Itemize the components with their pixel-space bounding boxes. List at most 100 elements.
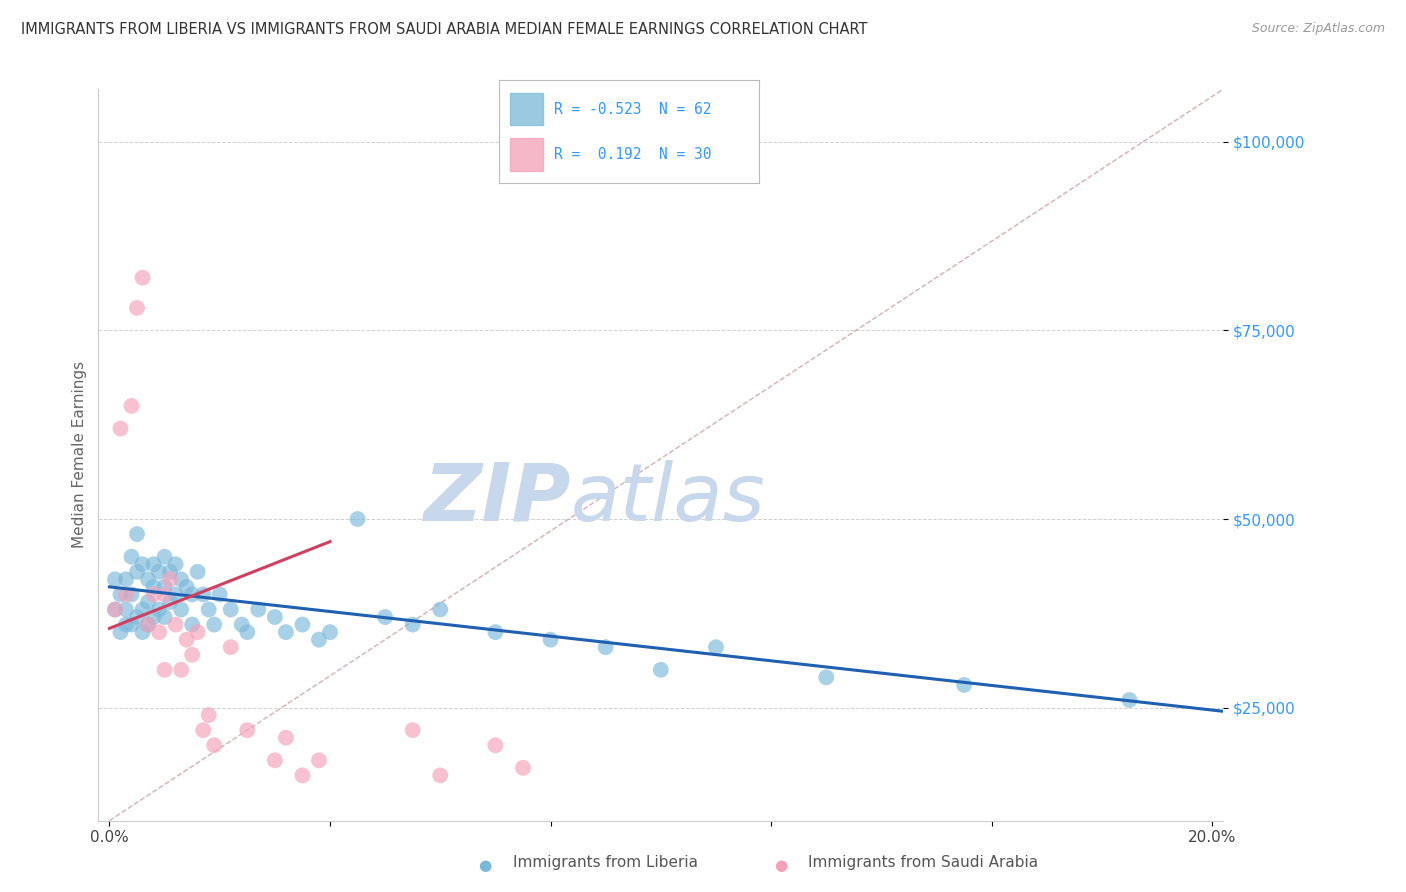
Point <box>197 602 219 616</box>
Point <box>165 617 187 632</box>
Point <box>291 617 314 632</box>
Point <box>263 753 285 767</box>
Text: ZIP: ZIP <box>423 459 571 538</box>
Point <box>159 572 181 586</box>
Point <box>187 625 209 640</box>
Point <box>202 738 225 752</box>
Text: ●: ● <box>478 858 492 872</box>
Point <box>115 602 138 616</box>
Point <box>115 572 138 586</box>
Point <box>176 580 198 594</box>
Point <box>176 632 198 647</box>
Point <box>650 663 672 677</box>
Point <box>181 617 204 632</box>
Point <box>153 610 176 624</box>
FancyBboxPatch shape <box>509 93 543 126</box>
Point <box>121 587 143 601</box>
Point <box>142 587 165 601</box>
Point <box>484 625 506 640</box>
Point <box>595 640 617 655</box>
Point <box>815 670 838 684</box>
Text: IMMIGRANTS FROM LIBERIA VS IMMIGRANTS FROM SAUDI ARABIA MEDIAN FEMALE EARNINGS C: IMMIGRANTS FROM LIBERIA VS IMMIGRANTS FR… <box>21 22 868 37</box>
Point <box>308 632 330 647</box>
Point <box>263 610 285 624</box>
Text: Immigrants from Liberia: Immigrants from Liberia <box>513 855 699 870</box>
Point <box>142 580 165 594</box>
Point <box>429 602 451 616</box>
Point <box>159 565 181 579</box>
Point <box>131 602 153 616</box>
Point <box>125 301 148 315</box>
Point <box>148 565 170 579</box>
Point <box>104 602 127 616</box>
Point <box>142 558 165 572</box>
Text: Immigrants from Saudi Arabia: Immigrants from Saudi Arabia <box>808 855 1039 870</box>
Point <box>374 610 396 624</box>
Point <box>540 632 562 647</box>
Point <box>148 625 170 640</box>
Point <box>104 572 127 586</box>
Point <box>181 587 204 601</box>
Point <box>219 640 242 655</box>
Point <box>153 663 176 677</box>
Text: atlas: atlas <box>571 459 766 538</box>
FancyBboxPatch shape <box>509 137 543 170</box>
Point <box>704 640 727 655</box>
Point <box>104 602 127 616</box>
Point <box>165 558 187 572</box>
Point <box>170 663 193 677</box>
Point <box>131 625 153 640</box>
Y-axis label: Median Female Earnings: Median Female Earnings <box>72 361 87 549</box>
Point <box>159 595 181 609</box>
Point <box>512 761 534 775</box>
Point <box>187 565 209 579</box>
Point <box>429 768 451 782</box>
Point <box>136 617 159 632</box>
Point <box>165 587 187 601</box>
Point <box>1118 693 1140 707</box>
Text: Source: ZipAtlas.com: Source: ZipAtlas.com <box>1251 22 1385 36</box>
Point <box>274 625 297 640</box>
Text: ●: ● <box>773 858 787 872</box>
Point <box>231 617 253 632</box>
Point <box>170 602 193 616</box>
Point <box>110 421 132 435</box>
Point <box>274 731 297 745</box>
Point <box>125 610 148 624</box>
Point <box>236 723 259 738</box>
Point <box>247 602 270 616</box>
Point <box>193 723 215 738</box>
Text: R = -0.523  N = 62: R = -0.523 N = 62 <box>554 102 711 117</box>
Text: R =  0.192  N = 30: R = 0.192 N = 30 <box>554 146 711 161</box>
Point <box>291 768 314 782</box>
Point <box>136 617 159 632</box>
Point <box>115 587 138 601</box>
Point <box>153 580 176 594</box>
Point <box>125 565 148 579</box>
Point <box>148 602 170 616</box>
Point <box>153 549 176 564</box>
Point <box>131 558 153 572</box>
Point <box>953 678 976 692</box>
Point <box>136 595 159 609</box>
Point <box>308 753 330 767</box>
Point <box>202 617 225 632</box>
Point <box>131 270 153 285</box>
Point <box>219 602 242 616</box>
Point <box>236 625 259 640</box>
Point <box>319 625 342 640</box>
Point <box>142 610 165 624</box>
Point <box>402 617 425 632</box>
Point <box>110 587 132 601</box>
Point <box>170 572 193 586</box>
Point <box>121 617 143 632</box>
Point <box>153 587 176 601</box>
Point <box>197 708 219 723</box>
Point <box>193 587 215 601</box>
Point <box>115 617 138 632</box>
Point <box>125 527 148 541</box>
Point <box>121 549 143 564</box>
Point <box>121 399 143 413</box>
Point <box>484 738 506 752</box>
Point <box>110 625 132 640</box>
